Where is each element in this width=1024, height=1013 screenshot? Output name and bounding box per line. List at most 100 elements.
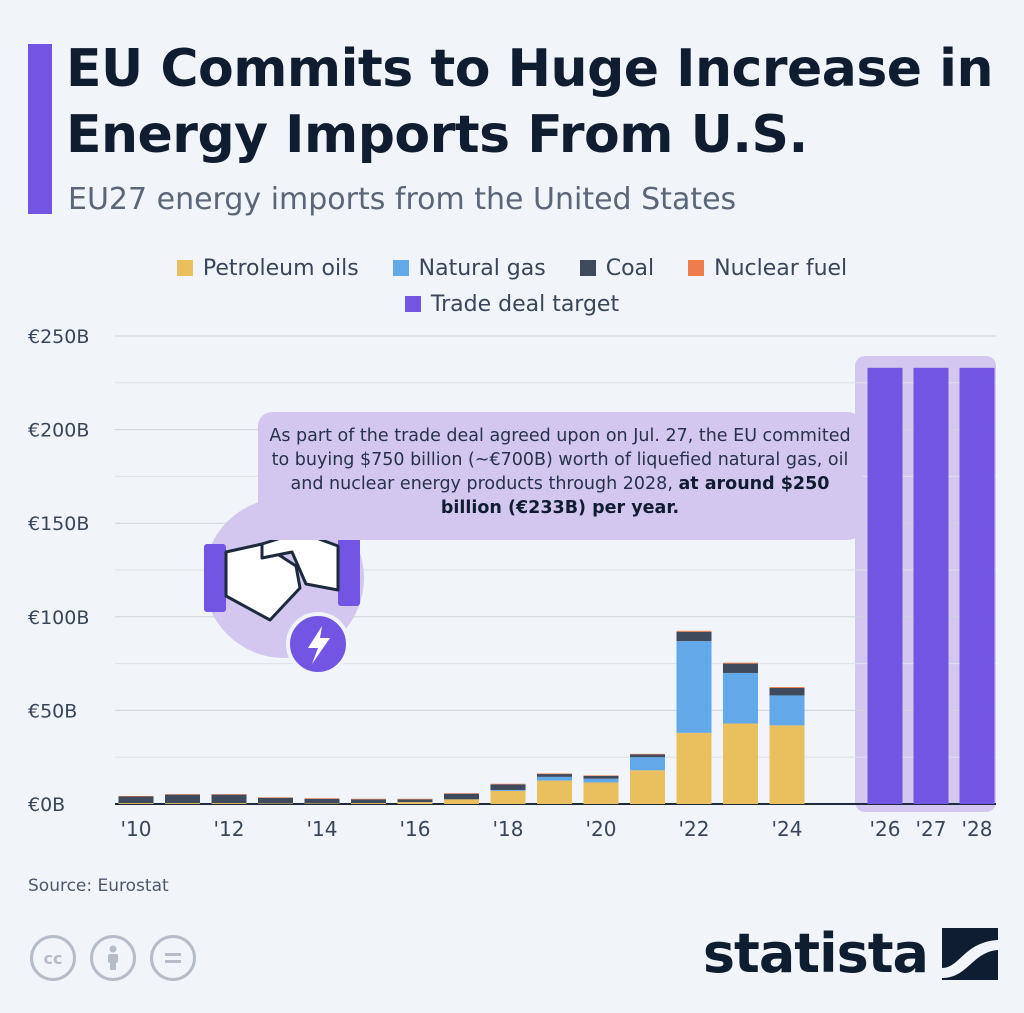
bar-petroleum-oils-2021 bbox=[630, 770, 665, 804]
statista-logo: statista bbox=[703, 922, 998, 985]
bar-petroleum-oils-2015 bbox=[351, 803, 386, 804]
callout-highlight: at around $250 billion (€233B) per year. bbox=[440, 474, 830, 518]
bar-coal-2016 bbox=[397, 799, 433, 803]
bar-natural-gas-2021 bbox=[630, 757, 665, 771]
legend-label-nuclear: Nuclear fuel bbox=[714, 255, 848, 281]
y-tick-label: €50B bbox=[28, 700, 77, 722]
bar-coal-2021 bbox=[630, 754, 665, 758]
bar-coal-2022 bbox=[676, 631, 712, 642]
cc-icon[interactable]: cc bbox=[30, 935, 76, 981]
bar-coal-2019 bbox=[537, 774, 572, 777]
bar-coal-2010 bbox=[118, 796, 154, 804]
x-tick-label: '22 bbox=[679, 817, 710, 841]
bar-nuclear-fuel-2020 bbox=[583, 775, 619, 776]
x-tick-label: '24 bbox=[772, 817, 803, 841]
y-tick-label: €250B bbox=[28, 326, 89, 348]
x-tick-label: '12 bbox=[214, 817, 245, 841]
bar-nuclear-fuel-2013 bbox=[258, 797, 293, 798]
bar-nuclear-fuel-2022 bbox=[676, 630, 712, 632]
bar-coal-2023 bbox=[723, 663, 758, 673]
bar-petroleum-oils-2020 bbox=[583, 782, 619, 804]
person-icon[interactable] bbox=[90, 935, 136, 981]
x-tick-label: '14 bbox=[307, 817, 338, 841]
bar-natural-gas-2018 bbox=[490, 789, 526, 791]
legend-swatch-petroleum bbox=[176, 260, 193, 276]
bar-nuclear-fuel-2014 bbox=[304, 798, 340, 799]
x-tick-label: '27 bbox=[916, 817, 947, 841]
legend-item-coal: Coal bbox=[579, 255, 655, 281]
x-tick-label: '20 bbox=[586, 817, 617, 841]
statista-mark-icon bbox=[942, 927, 998, 980]
bar-natural-gas-2024 bbox=[769, 695, 805, 726]
x-tick-label: '10 bbox=[121, 817, 152, 841]
bar-nuclear-fuel-2012 bbox=[211, 794, 247, 795]
bar-trade-deal-target-2028 bbox=[959, 367, 995, 804]
chart-plot: €0B €50B €100B €150B €200B €250B '10 '12 '14 '16 '… bbox=[28, 326, 996, 841]
bar-petroleum-oils-2018 bbox=[490, 790, 526, 804]
bar-petroleum-oils-2017 bbox=[444, 799, 479, 804]
equals-icon[interactable] bbox=[150, 935, 196, 981]
bar-petroleum-oils-2024 bbox=[769, 725, 805, 804]
x-tick-label: '18 bbox=[493, 817, 524, 841]
bar-coal-2011 bbox=[165, 794, 200, 804]
bar-coal-2018 bbox=[490, 784, 526, 790]
legend-item-nuclear: Nuclear fuel bbox=[688, 256, 847, 281]
y-tick-label: €0B bbox=[28, 794, 65, 816]
x-tick-label: '28 bbox=[962, 817, 993, 841]
bar-coal-2013 bbox=[258, 797, 293, 804]
bar-petroleum-oils-2014 bbox=[304, 803, 340, 804]
chart-title: EU Commits to Huge Increase in Energy Im… bbox=[66, 39, 994, 165]
bar-petroleum-oils-2022 bbox=[676, 732, 712, 804]
bar-nuclear-fuel-2010 bbox=[118, 795, 154, 797]
trade-deal-callout: As part of the trade deal agreed upon on… bbox=[258, 412, 862, 540]
y-tick-label: €150B bbox=[28, 513, 89, 535]
bar-nuclear-fuel-2021 bbox=[630, 753, 665, 755]
brand-name: statista bbox=[702, 922, 929, 985]
bar-trade-deal-target-2026 bbox=[867, 367, 903, 804]
bar-nuclear-fuel-2017 bbox=[444, 793, 479, 794]
bar-natural-gas-2023 bbox=[723, 672, 758, 724]
bar-nuclear-fuel-2016 bbox=[397, 798, 433, 800]
bar-coal-2017 bbox=[444, 793, 479, 800]
legend-swatch-nuclear bbox=[688, 260, 705, 276]
bar-petroleum-oils-2019 bbox=[537, 780, 572, 804]
legend-item-natural-gas: Natural gas bbox=[392, 256, 546, 281]
bar-natural-gas-2022 bbox=[676, 641, 712, 733]
bar-coal-2015 bbox=[351, 799, 386, 804]
bar-petroleum-oils-2011 bbox=[165, 803, 200, 804]
y-tick-label: €200B bbox=[28, 420, 89, 442]
bar-nuclear-fuel-2023 bbox=[723, 662, 758, 664]
callout-text: As part of the trade deal agreed upon on… bbox=[269, 426, 851, 494]
bar-nuclear-fuel-2018 bbox=[490, 783, 526, 785]
license-icons: cc bbox=[30, 935, 196, 981]
bar-coal-2012 bbox=[211, 794, 247, 804]
legend-swatch-natural-gas bbox=[392, 260, 409, 276]
legend-label-coal: Coal bbox=[605, 255, 655, 281]
legend-label-petroleum: Petroleum oils bbox=[202, 255, 359, 281]
bar-nuclear-fuel-2015 bbox=[351, 798, 386, 800]
bar-nuclear-fuel-2024 bbox=[769, 687, 805, 688]
bar-coal-2014 bbox=[304, 798, 340, 804]
legend-swatch-target bbox=[404, 296, 421, 312]
bar-natural-gas-2019 bbox=[537, 776, 572, 781]
bar-nuclear-fuel-2019 bbox=[537, 773, 572, 775]
chart-subtitle: EU27 energy imports from the United Stat… bbox=[68, 182, 737, 217]
bar-petroleum-oils-2016 bbox=[397, 802, 433, 804]
legend-swatch-coal bbox=[579, 260, 596, 276]
bar-coal-2020 bbox=[583, 775, 619, 779]
x-tick-label: '16 bbox=[400, 817, 431, 841]
legend-item-petroleum: Petroleum oils bbox=[176, 255, 359, 281]
bar-natural-gas-2020 bbox=[583, 778, 619, 783]
bar-trade-deal-target-2027 bbox=[913, 367, 949, 804]
title-accent-bar bbox=[28, 44, 52, 214]
bar-petroleum-oils-2013 bbox=[258, 803, 293, 804]
chart-legend: Petroleum oils Natural gas Coal Nuclear … bbox=[0, 250, 1024, 322]
legend-row-2: Trade deal target bbox=[0, 286, 1024, 322]
bar-coal-2024 bbox=[769, 687, 805, 696]
x-tick-label: '26 bbox=[870, 817, 901, 841]
legend-label-target: Trade deal target bbox=[430, 291, 620, 317]
source-note: Source: Eurostat bbox=[28, 876, 169, 896]
bar-petroleum-oils-2023 bbox=[723, 723, 758, 804]
legend-item-target: Trade deal target bbox=[404, 291, 620, 317]
bar-petroleum-oils-2010 bbox=[118, 803, 154, 804]
